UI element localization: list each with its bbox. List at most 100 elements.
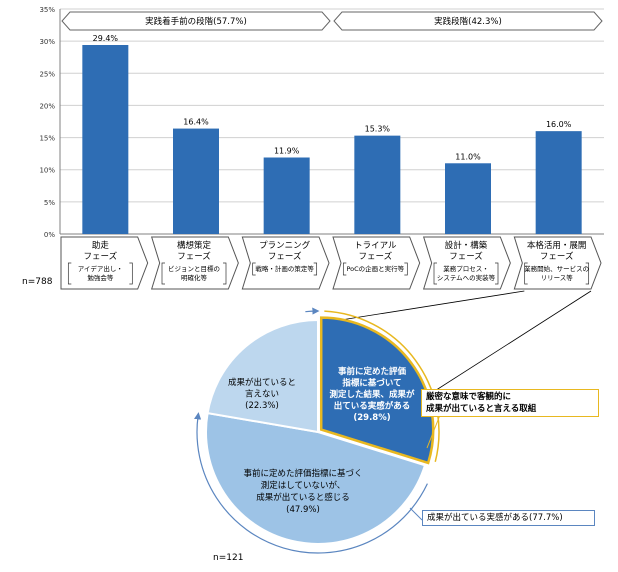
bar-chart-y-axis: 0% 5% 10% 15% 20% 25% 30% 35%: [39, 6, 61, 239]
sense-leader: [409, 507, 423, 521]
phase-group-arrow: [61, 11, 331, 31]
bar-chart-bars: 29.4% 16.4% 11.9% 15.3% 11.0% 16.0%: [82, 34, 582, 234]
y-tick-label: 5%: [44, 199, 55, 207]
pie-slice: [206, 318, 319, 434]
pie-slice-label-line: 事前に定めた評価指標に基づく: [243, 468, 362, 479]
y-tick-label: 15%: [39, 135, 55, 143]
phase-box: [332, 236, 421, 290]
pie-slice: [205, 411, 427, 545]
phase-group-headers: 実践着手前の段階(57.7%) 実践段階(42.3%): [61, 11, 603, 31]
sense-bracket-arc-top: [305, 307, 320, 315]
pie-chart: 事前に定めた評価指標に基づいて測定した結果、成果が出ている実感がある(29.8%…: [205, 316, 435, 545]
phase-name: トライアル: [354, 241, 397, 251]
phase-note-line: システムへの実装等: [437, 273, 496, 282]
y-tick-label: 30%: [39, 38, 55, 46]
phase-note-line: 明確化等: [181, 273, 208, 282]
bar-sample-size-label: n=788: [22, 277, 53, 287]
connector-line-left: [321, 290, 525, 324]
phase-sub: フェーズ: [84, 251, 118, 262]
phase-box: [513, 236, 602, 290]
pie-bracket-arrows: [194, 307, 441, 554]
y-tick-label: 35%: [39, 6, 55, 14]
phase-name: 本格活用・展開: [527, 240, 587, 251]
note-bracket-left: [342, 262, 347, 276]
phase-name: 助走: [92, 240, 110, 251]
phase-sub: フェーズ: [540, 251, 574, 262]
phase-sub: フェーズ: [177, 251, 211, 262]
note-bracket-right: [404, 262, 408, 276]
rigorous-annotation-line-1: 厳密な意味で客観的に: [426, 392, 512, 402]
pie-slice-label-line: 測定はしていないが、: [261, 480, 346, 491]
phase-note-line: 戦略・計画の策定等: [255, 264, 314, 273]
bar-value-label: 16.0%: [546, 120, 572, 129]
phase-name: 構想策定: [177, 240, 212, 251]
note-bracket-right: [223, 262, 227, 285]
pie-slice-label-line: 言えない: [245, 389, 279, 400]
bar: [263, 157, 310, 234]
bar: [82, 45, 129, 234]
bar: [173, 128, 219, 234]
sense-of-result-annotation: 成果が出ている実感がある(77.7%): [422, 510, 595, 526]
pie-sample-size-label: n=121: [213, 553, 244, 563]
pie-slice-label-line: (29.8%): [353, 413, 390, 423]
pie-slice: [319, 316, 435, 465]
pie-slice-label-line: 指標に基づいて: [342, 378, 401, 389]
phase-note-line: 業務プロセス・: [443, 264, 489, 273]
pie-slice-label-line: 測定した結果、成果が: [329, 389, 415, 400]
note-bracket-left: [433, 262, 437, 285]
y-tick-label: 0%: [44, 231, 55, 239]
phase-sub: フェーズ: [359, 251, 393, 262]
phase-box: [150, 236, 239, 290]
bar: [354, 135, 401, 234]
connector-line-right: [429, 290, 592, 395]
phase-name: 設計・構築: [445, 240, 488, 251]
rigorous-bracket-arc: [324, 310, 440, 463]
y-tick-label: 10%: [39, 167, 55, 175]
bar-value-label: 29.4%: [93, 34, 119, 43]
phase-box: [241, 236, 330, 290]
phase-note-line: 業務開始、サービスの: [524, 264, 589, 273]
pie-slice-label-line: 出ている実感がある: [334, 401, 411, 412]
phase-note-line: ビジョンと目標の: [168, 264, 220, 273]
note-bracket-left: [161, 262, 165, 285]
note-bracket-left: [524, 262, 528, 285]
phase-box: [422, 236, 511, 290]
note-bracket-left: [67, 262, 72, 285]
phase-name: プランニング: [259, 240, 311, 251]
y-tick-label: 25%: [39, 70, 55, 78]
note-bracket-right: [129, 262, 133, 285]
phase-note-line: 勉強会等: [87, 273, 114, 282]
pie-slice-label-line: 成果が出ていると感じる: [256, 492, 350, 503]
note-bracket-left: [252, 262, 256, 276]
phase-box: [60, 236, 149, 290]
bar-value-label: 16.4%: [183, 118, 209, 127]
bar: [445, 163, 491, 234]
pie-slice-label-line: 事前に定めた評価: [338, 366, 407, 377]
pie-slice-label-line: (47.9%): [286, 505, 320, 515]
phase-category-boxes: 助走フェーズアイデア出し・勉強会等構想策定フェーズビジョンと目標の明確化等プラン…: [60, 236, 602, 290]
phase-group-label: 実践着手前の段階(57.7%): [145, 16, 247, 27]
phase-note-line: PoCの企画と実行等: [346, 264, 404, 273]
rigorous-result-annotation: 厳密な意味で客観的に 成果が出ていると言える取組: [421, 389, 599, 417]
bar: [535, 131, 582, 234]
rigorous-annotation-line-2: 成果が出ていると言える取組: [426, 404, 537, 414]
note-bracket-right: [585, 262, 590, 285]
phase-sub: フェーズ: [449, 251, 483, 262]
sense-bracket-arc: [194, 412, 428, 554]
bar-chart-gridlines: [60, 8, 604, 235]
y-tick-label: 20%: [39, 102, 55, 110]
phase-note-line: アイデア出し・: [78, 264, 123, 273]
pie-slice-label-line: 成果が出ていると: [228, 377, 296, 388]
bar-value-label: 15.3%: [365, 125, 391, 134]
pie-slice-label-line: (22.3%): [245, 401, 279, 411]
phase-group-label: 実践段階(42.3%): [434, 16, 502, 27]
note-bracket-right: [313, 262, 318, 276]
rigorous-leader: [426, 414, 441, 449]
phase-group-arrow: [333, 11, 603, 31]
bar-value-label: 11.0%: [455, 152, 481, 161]
note-bracket-right: [495, 262, 499, 285]
phase-sub: フェーズ: [268, 251, 302, 262]
phase-note-line: リリース等: [541, 273, 574, 282]
bar-value-label: 11.9%: [274, 147, 300, 156]
